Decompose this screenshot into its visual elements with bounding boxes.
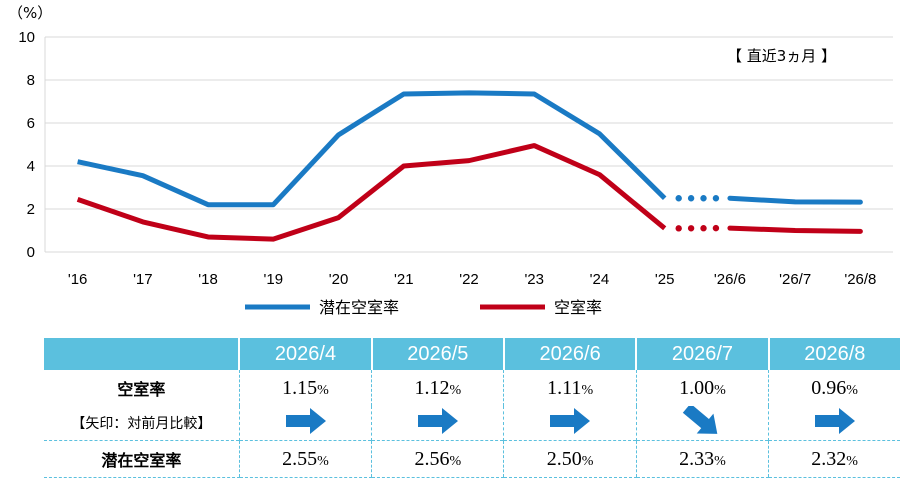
percent-sign: % — [846, 453, 858, 469]
y-tick-label: 10 — [18, 29, 35, 46]
dotted-gap-point — [712, 195, 720, 202]
x-tick-label: '22 — [459, 271, 479, 288]
vacancy-cell: 1.11% — [503, 370, 637, 406]
x-tick-label: '26/6 — [714, 271, 746, 288]
x-tick-label: '16 — [68, 271, 88, 288]
trend-arrow-icon — [417, 408, 458, 434]
potential-cell: 2.33% — [635, 440, 769, 478]
x-tick-label: '25 — [655, 271, 675, 288]
dotted-gap-point — [687, 195, 695, 202]
x-tick-label: '18 — [198, 271, 218, 288]
table-header-month: 2026/8 — [767, 338, 900, 370]
y-tick-label: 2 — [27, 201, 35, 218]
potential-value: 2.55 — [282, 447, 318, 470]
x-tick-label: '20 — [329, 271, 349, 288]
trend-arrow-icon — [285, 408, 326, 434]
percent-sign: % — [714, 453, 726, 469]
vacancy-value: 1.11 — [547, 376, 582, 399]
x-tick-label: '19 — [264, 271, 284, 288]
x-tick-label: '26/7 — [779, 271, 811, 288]
y-tick-label: 0 — [27, 244, 35, 261]
dotted-gap-point — [712, 224, 720, 232]
series-line — [77, 90, 667, 208]
percent-sign: % — [317, 453, 329, 469]
x-tick-label: '17 — [133, 271, 153, 288]
arrow-shape — [550, 408, 591, 434]
arrow-shape — [683, 403, 718, 434]
potential-value: 2.56 — [414, 447, 450, 470]
table-header-blank — [44, 338, 240, 370]
vacancy-cell: 1.12% — [371, 370, 504, 406]
dotted-gap-point — [675, 225, 682, 232]
series-line — [76, 143, 667, 242]
trend-arrow-cell — [371, 406, 504, 441]
percent-sign: % — [449, 382, 462, 398]
y-tick-label: 6 — [27, 115, 35, 132]
table-header-month: 2026/5 — [370, 338, 504, 370]
trend-arrow-cell — [635, 403, 769, 441]
y-tick-label: 4 — [27, 158, 35, 175]
arrow-shape — [814, 408, 855, 434]
vacancy-cell: 0.96% — [768, 370, 900, 406]
legend-label: 空室率 — [554, 298, 602, 317]
potential-value: 2.32 — [811, 447, 847, 470]
trend-arrow-icon — [814, 408, 855, 434]
table-header-month: 2026/6 — [502, 338, 637, 370]
percent-sign: % — [317, 382, 329, 398]
trend-arrow-cell — [238, 406, 372, 441]
potential-value: 2.33 — [679, 447, 715, 470]
table-header-month: 2026/4 — [238, 338, 372, 370]
percent-sign: % — [581, 453, 594, 469]
y-tick-label: 8 — [27, 72, 35, 89]
arrow-shape — [285, 408, 326, 434]
potential-cell: 2.32% — [768, 440, 900, 478]
line-chart: （%） 0 2 4 6 8 10 '16 '17 '18 '19 '20 '21 '22 '23 '24 '… — [8, 4, 893, 317]
row-label-vacancy: 空室率 — [117, 380, 166, 399]
row-label-arrow-note: 【矢印：対前月比較】 — [71, 416, 212, 432]
dotted-gap-point — [700, 225, 707, 232]
trend-arrow-icon — [683, 403, 718, 434]
legend-label: 潜在空室率 — [319, 298, 399, 317]
table-header-month: 2026/7 — [635, 338, 769, 370]
potential-cell: 2.55% — [238, 440, 372, 478]
period-note: 【 直近3ヵ月 】 — [727, 47, 836, 65]
percent-sign: % — [714, 382, 726, 398]
potential-cell: 2.56% — [371, 440, 504, 478]
y-unit-label: （%） — [8, 4, 52, 22]
vacancy-value: 1.12 — [414, 376, 450, 399]
potential-value: 2.50 — [546, 447, 582, 470]
dotted-gap-point — [675, 195, 682, 202]
trend-arrow-cell — [768, 406, 900, 441]
vacancy-cell: 1.00% — [635, 370, 769, 406]
series-line — [727, 195, 863, 205]
vacancy-value: 0.96 — [811, 376, 847, 399]
percent-sign: % — [846, 382, 858, 398]
trend-arrow-cell — [503, 406, 637, 441]
summary-table: 2026/4 2026/5 2026/6 2026/7 2026/8 空室率 1… — [44, 338, 900, 478]
percent-sign: % — [581, 382, 594, 398]
vacancy-value: 1.00 — [679, 376, 715, 399]
series-line — [727, 225, 863, 234]
arrow-shape — [417, 408, 458, 434]
x-tick-label: '23 — [524, 271, 544, 288]
percent-sign: % — [449, 453, 462, 469]
x-tick-label: '24 — [590, 271, 610, 288]
dotted-gap-point — [687, 225, 695, 232]
x-tick-label: '26/8 — [844, 271, 876, 288]
potential-cell: 2.50% — [503, 440, 637, 478]
x-tick-label: '21 — [394, 271, 414, 288]
row-label-potential-vacancy: 潜在空室率 — [44, 440, 240, 478]
trend-arrow-icon — [550, 408, 591, 434]
vacancy-cell: 1.15% — [238, 370, 372, 406]
vacancy-value: 1.15 — [282, 376, 318, 399]
dotted-gap-point — [700, 195, 707, 202]
